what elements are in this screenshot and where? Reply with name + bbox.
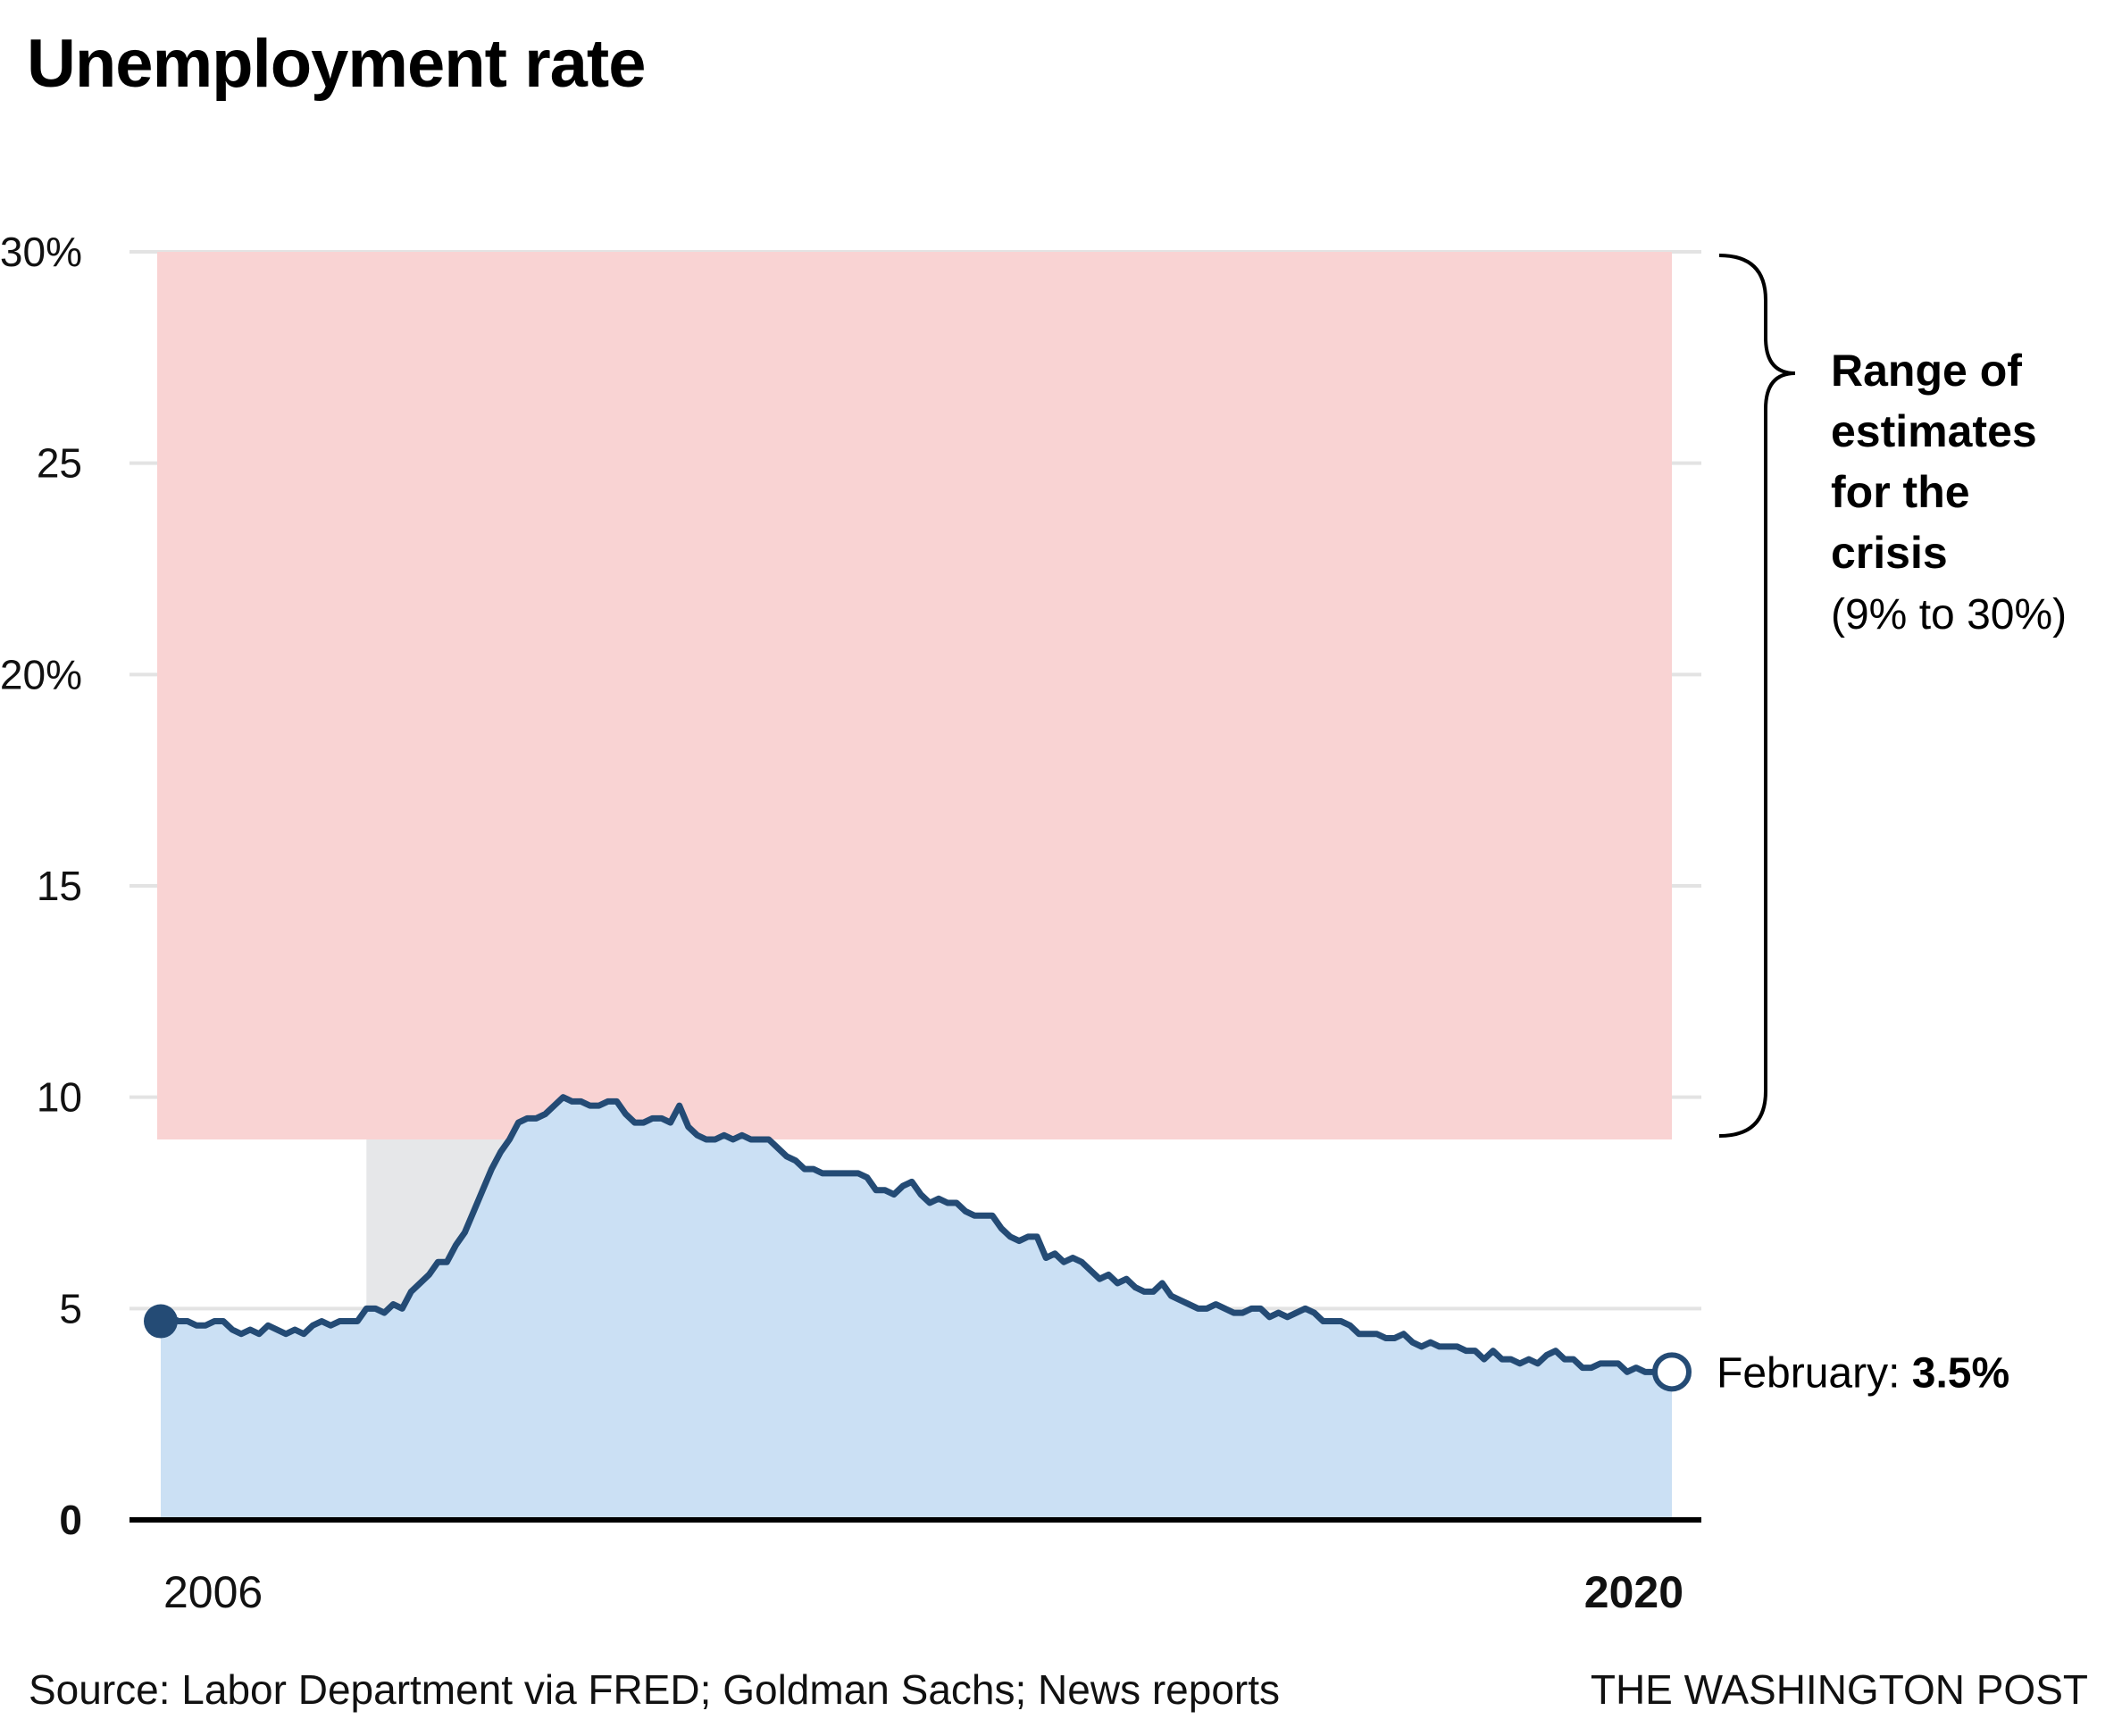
range-annotation-values: (9% to 30%) (1831, 591, 2067, 638)
end-point-marker (1652, 1352, 1692, 1392)
markers (144, 1304, 1692, 1392)
y-tick-label: 15 (37, 863, 82, 909)
y-tick-label: 0 (59, 1497, 82, 1543)
area-layer (159, 1094, 1674, 1520)
axes: 0 5 10 15 20% 25 30% 2006 2020 (0, 229, 1701, 1617)
series-line (159, 1094, 1674, 1375)
source-note: Source: Labor Department via FRED; Goldm… (29, 1666, 1281, 1713)
range-annotation-line: for the (1831, 467, 1970, 517)
range-annotation-line: crisis (1831, 528, 1948, 578)
end-value-label: February: 3.5% (1717, 1349, 2009, 1397)
y-tick-label: 10 (37, 1074, 82, 1121)
series-area (161, 1097, 1672, 1520)
y-tick-label: 25 (37, 440, 82, 487)
x-tick-label: 2006 (163, 1567, 263, 1617)
publisher-credit: THE WASHINGTON POST (1590, 1666, 2088, 1713)
range-annotation-line: estimates (1831, 406, 2037, 456)
range-annotation: Range of estimates for the crisis (9% to 30%… (1831, 346, 2067, 638)
crisis-range-box (157, 252, 1672, 1139)
annotations: Range of estimates for the crisis (9% to 30%… (1717, 254, 2067, 1397)
end-label-value: 3.5% (1912, 1349, 2009, 1397)
y-tick-label: 20% (0, 651, 82, 697)
end-label-month: February: (1717, 1349, 1912, 1397)
range-annotation-line: Range of (1831, 346, 2022, 396)
chart-title: Unemployment rate (27, 26, 646, 102)
y-tick-label: 30% (0, 229, 82, 275)
start-point-marker (144, 1304, 178, 1339)
y-tick-label: 5 (59, 1285, 82, 1331)
x-tick-label: 2020 (1584, 1567, 1683, 1617)
range-brace-icon (1718, 254, 1796, 1138)
